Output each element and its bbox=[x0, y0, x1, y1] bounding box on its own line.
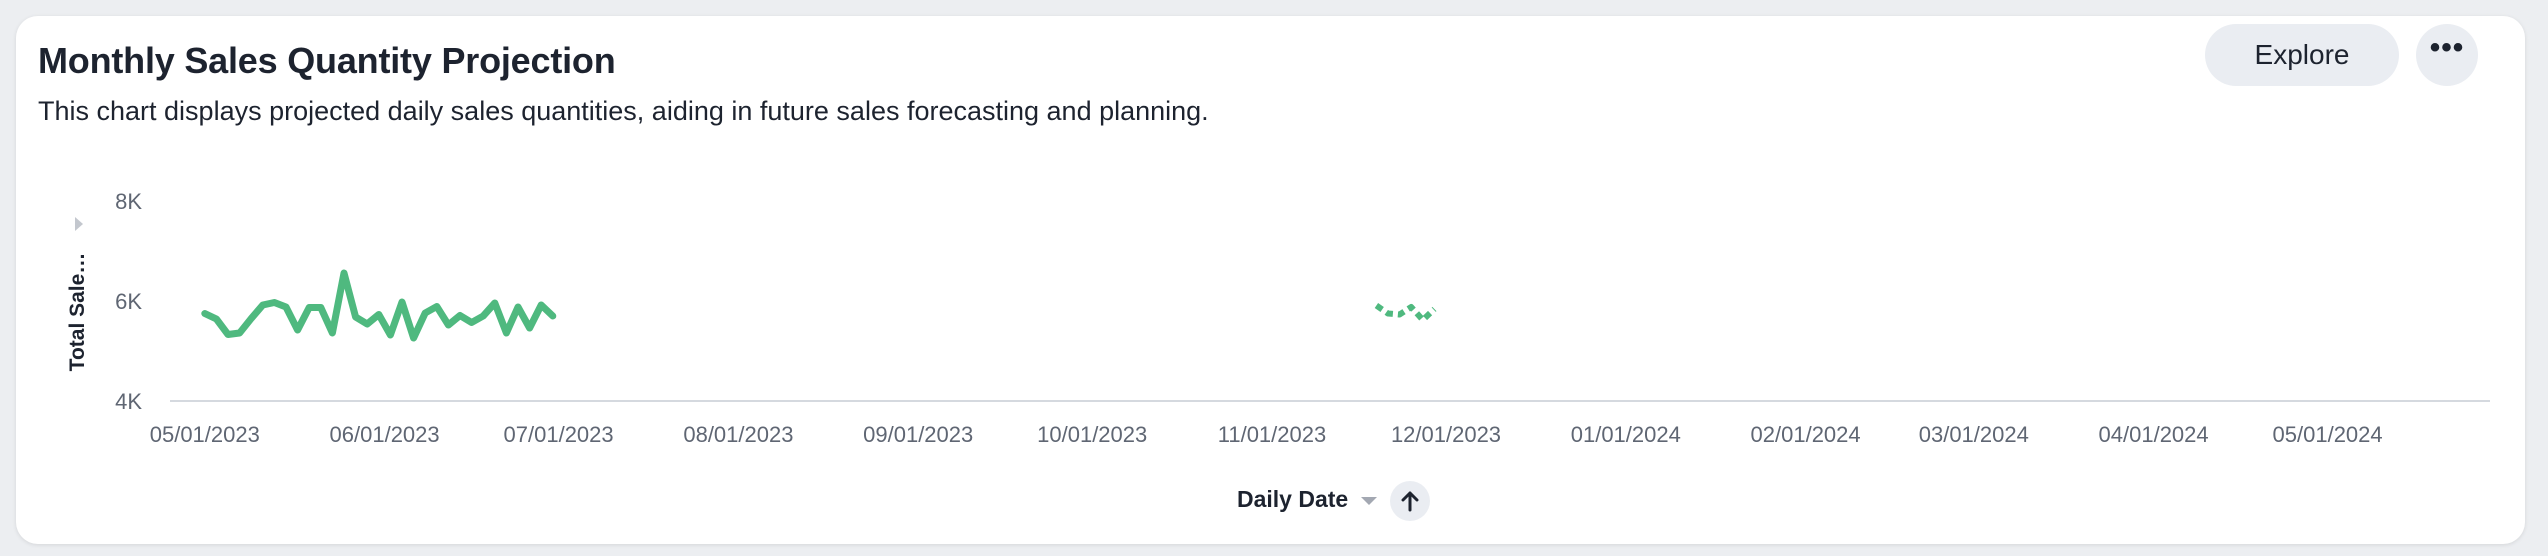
y-axis-collapse-caret-icon[interactable] bbox=[75, 217, 83, 231]
actual-series-line[interactable] bbox=[201, 269, 557, 342]
y-tick-label: 8K bbox=[115, 189, 142, 214]
more-options-button[interactable]: ••• bbox=[2416, 24, 2478, 86]
arrow-up-icon bbox=[1401, 491, 1419, 512]
x-tick-label: 05/01/2024 bbox=[2273, 422, 2383, 447]
y-tick-label: 6K bbox=[115, 289, 142, 314]
x-axis-ticks: 05/01/2023 06/01/2023 07/01/2023 08/01/2023… bbox=[150, 422, 2383, 447]
x-tick-label: 02/01/2024 bbox=[1751, 422, 1861, 447]
y-axis-label: Total Sale… bbox=[66, 253, 89, 372]
x-axis-dropdown-caret-icon[interactable] bbox=[1361, 497, 1377, 505]
x-tick-label: 06/01/2023 bbox=[330, 422, 440, 447]
x-tick-label: 07/01/2023 bbox=[504, 422, 614, 447]
x-tick-label: 11/01/2023 bbox=[1218, 422, 1326, 447]
chart-title: Monthly Sales Quantity Projection bbox=[38, 40, 616, 81]
x-tick-label: 08/01/2023 bbox=[683, 422, 793, 447]
x-tick-label: 09/01/2023 bbox=[863, 422, 973, 447]
sort-ascending-button[interactable] bbox=[1390, 481, 1430, 521]
chart-card bbox=[16, 16, 2525, 544]
x-tick-label: 05/01/2023 bbox=[150, 422, 260, 447]
projected-series-line[interactable] bbox=[1374, 303, 1437, 323]
x-tick-label: 04/01/2024 bbox=[2099, 422, 2209, 447]
explore-button[interactable]: Explore bbox=[2205, 24, 2399, 86]
series-layer bbox=[201, 269, 1437, 342]
x-tick-label: 10/01/2023 bbox=[1037, 422, 1147, 447]
y-axis-ticks: 8K 6K 4K bbox=[115, 189, 142, 414]
y-tick-label: 4K bbox=[115, 389, 142, 414]
chart-subtitle: This chart displays projected daily sale… bbox=[38, 96, 1209, 126]
x-tick-label: 03/01/2024 bbox=[1919, 422, 2029, 447]
x-tick-label: 01/01/2024 bbox=[1571, 422, 1681, 447]
x-tick-label: 12/01/2023 bbox=[1391, 422, 1501, 447]
x-axis-label: Daily Date bbox=[1237, 486, 1349, 512]
